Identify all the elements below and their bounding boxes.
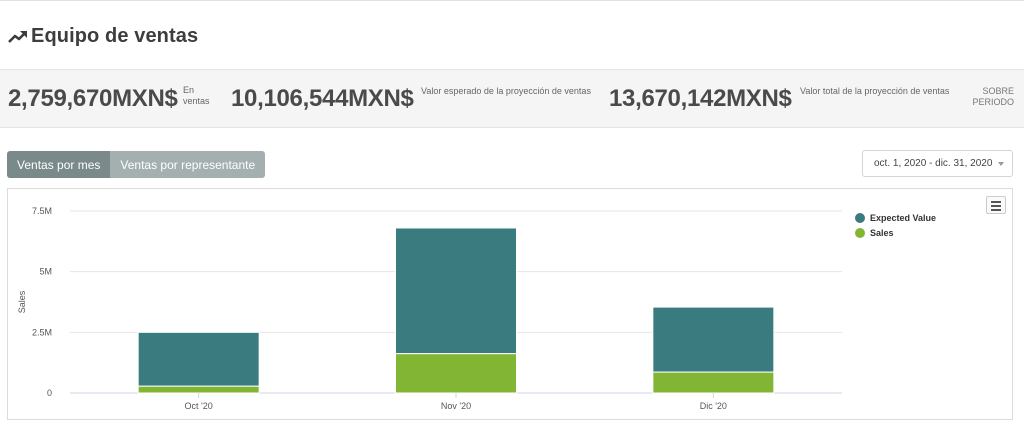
expected-value-label: Valor esperado de la proyección de venta… — [421, 86, 591, 96]
date-range-select[interactable]: oct. 1, 2020 - dic. 31, 2020 — [862, 150, 1013, 177]
expected-value-total: 10,106,544MXN$ — [231, 85, 414, 112]
tab-sales-by-rep[interactable]: Ventas por representante — [110, 151, 266, 178]
page-title: Equipo de ventas — [31, 25, 199, 47]
total-projection-value: 13,670,142MXN$ — [609, 85, 792, 112]
top-border — [0, 0, 1024, 1]
view-tabs: Ventas por mes Ventas por representante — [7, 151, 266, 178]
stats-bar: 2,759,670MXN$ En ventas 10,106,544MXN$ V… — [0, 69, 1024, 128]
sales-total-label: En ventas — [183, 85, 210, 107]
sales-total-label-line1: En — [183, 85, 195, 95]
tab-sales-by-month[interactable]: Ventas por mes — [7, 151, 111, 178]
period-label-line1: SOBRE — [982, 86, 1014, 96]
hamburger-menu-icon — [991, 201, 1001, 203]
date-range-value: oct. 1, 2020 - dic. 31, 2020 — [874, 158, 993, 169]
chevron-down-icon — [998, 162, 1004, 166]
chart-container — [7, 188, 1013, 420]
period-label-line2: PERIODO — [972, 97, 1014, 107]
hamburger-menu-icon-line — [991, 205, 1001, 207]
hamburger-menu-icon-line — [991, 209, 1001, 211]
page-header: Equipo de ventas — [0, 1, 1024, 69]
total-projection-label: Valor total de la proyección de ventas — [800, 86, 950, 96]
trending-up-icon — [8, 31, 27, 43]
period-label: SOBRE PERIODO — [972, 86, 1014, 108]
sales-total-label-line2: ventas — [183, 96, 210, 106]
chart-menu-button[interactable] — [986, 196, 1006, 214]
sales-total-value: 2,759,670MXN$ — [8, 85, 178, 112]
